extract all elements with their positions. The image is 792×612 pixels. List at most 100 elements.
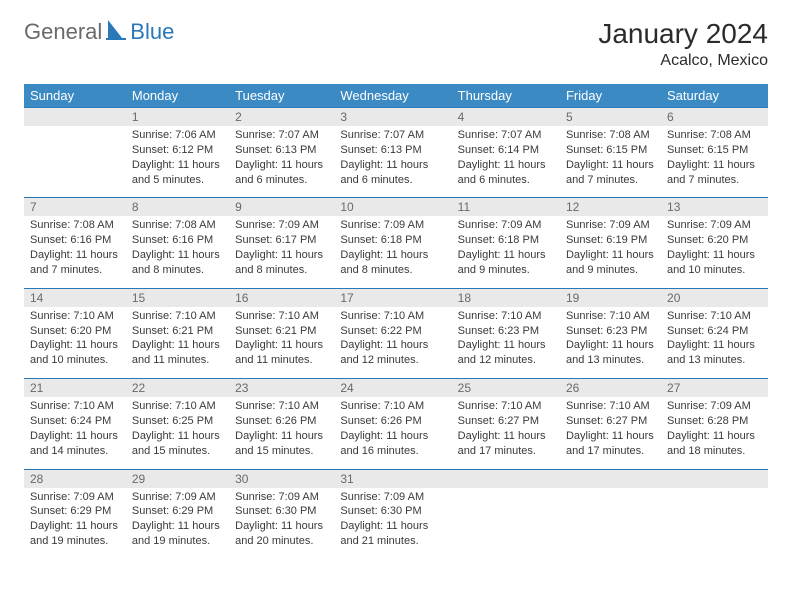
day-body-cell: Sunrise: 7:10 AMSunset: 6:24 PMDaylight:… <box>24 397 126 469</box>
day-body-cell <box>560 488 661 559</box>
day-number-cell: 31 <box>334 469 451 488</box>
day-number: 7 <box>24 198 126 216</box>
sunrise-line: Sunrise: 7:10 AM <box>235 309 328 324</box>
sunset-line: Sunset: 6:26 PM <box>235 414 328 429</box>
daylight-line: Daylight: 11 hours and 7 minutes. <box>30 248 120 278</box>
day-number-cell: 22 <box>126 379 229 398</box>
day-number: 15 <box>126 289 229 307</box>
weekday-header: Thursday <box>452 84 560 108</box>
sunrise-line: Sunrise: 7:07 AM <box>235 128 328 143</box>
sunrise-line: Sunrise: 7:07 AM <box>340 128 445 143</box>
day-number-cell: 26 <box>560 379 661 398</box>
sunrise-line: Sunrise: 7:09 AM <box>566 218 655 233</box>
daylight-line: Daylight: 11 hours and 15 minutes. <box>235 429 328 459</box>
daylight-line: Daylight: 11 hours and 20 minutes. <box>235 519 328 549</box>
weekday-header-row: SundayMondayTuesdayWednesdayThursdayFrid… <box>24 84 768 108</box>
sunrise-line: Sunrise: 7:10 AM <box>132 399 223 414</box>
sunset-line: Sunset: 6:16 PM <box>132 233 223 248</box>
day-number: 21 <box>24 379 126 397</box>
sunrise-line: Sunrise: 7:09 AM <box>132 490 223 505</box>
sunset-line: Sunset: 6:14 PM <box>458 143 554 158</box>
day-number-cell: 7 <box>24 198 126 217</box>
sunrise-line: Sunrise: 7:10 AM <box>340 399 445 414</box>
day-body-cell: Sunrise: 7:07 AMSunset: 6:13 PMDaylight:… <box>229 126 334 198</box>
day-body-cell: Sunrise: 7:08 AMSunset: 6:15 PMDaylight:… <box>661 126 768 198</box>
sunrise-line: Sunrise: 7:08 AM <box>30 218 120 233</box>
daynum-row: 21222324252627 <box>24 379 768 398</box>
day-number: 26 <box>560 379 661 397</box>
daylight-line: Daylight: 11 hours and 21 minutes. <box>340 519 445 549</box>
day-number-cell: 12 <box>560 198 661 217</box>
daylight-line: Daylight: 11 hours and 6 minutes. <box>235 158 328 188</box>
weekday-header: Friday <box>560 84 661 108</box>
daylight-line: Daylight: 11 hours and 17 minutes. <box>566 429 655 459</box>
daylight-line: Daylight: 11 hours and 7 minutes. <box>566 158 655 188</box>
day-number-cell: 29 <box>126 469 229 488</box>
sunset-line: Sunset: 6:20 PM <box>667 233 762 248</box>
day-number-cell: 17 <box>334 288 451 307</box>
day-body-cell: Sunrise: 7:09 AMSunset: 6:29 PMDaylight:… <box>126 488 229 559</box>
weekday-header: Monday <box>126 84 229 108</box>
day-number-cell: 6 <box>661 108 768 127</box>
daybody-row: Sunrise: 7:09 AMSunset: 6:29 PMDaylight:… <box>24 488 768 559</box>
daylight-line: Daylight: 11 hours and 5 minutes. <box>132 158 223 188</box>
day-body-cell: Sunrise: 7:10 AMSunset: 6:21 PMDaylight:… <box>229 307 334 379</box>
day-number: 14 <box>24 289 126 307</box>
daylight-line: Daylight: 11 hours and 10 minutes. <box>667 248 762 278</box>
sunrise-line: Sunrise: 7:09 AM <box>235 218 328 233</box>
day-number: 31 <box>334 470 451 488</box>
day-number: 24 <box>334 379 451 397</box>
sunrise-line: Sunrise: 7:10 AM <box>30 399 120 414</box>
day-body-cell: Sunrise: 7:09 AMSunset: 6:18 PMDaylight:… <box>452 216 560 288</box>
sunrise-line: Sunrise: 7:08 AM <box>667 128 762 143</box>
sunset-line: Sunset: 6:18 PM <box>458 233 554 248</box>
sunrise-line: Sunrise: 7:09 AM <box>340 490 445 505</box>
daylight-line: Daylight: 11 hours and 6 minutes. <box>340 158 445 188</box>
daylight-line: Daylight: 11 hours and 11 minutes. <box>132 338 223 368</box>
day-number: 6 <box>661 108 768 126</box>
day-body-cell: Sunrise: 7:07 AMSunset: 6:14 PMDaylight:… <box>452 126 560 198</box>
day-number: 19 <box>560 289 661 307</box>
sunset-line: Sunset: 6:29 PM <box>30 504 120 519</box>
day-body-cell: Sunrise: 7:10 AMSunset: 6:24 PMDaylight:… <box>661 307 768 379</box>
day-number: 9 <box>229 198 334 216</box>
day-body-cell: Sunrise: 7:09 AMSunset: 6:18 PMDaylight:… <box>334 216 451 288</box>
day-number: 29 <box>126 470 229 488</box>
day-number: 8 <box>126 198 229 216</box>
sunset-line: Sunset: 6:29 PM <box>132 504 223 519</box>
daylight-line: Daylight: 11 hours and 19 minutes. <box>30 519 120 549</box>
logo: General Blue <box>24 18 174 45</box>
daylight-line: Daylight: 11 hours and 17 minutes. <box>458 429 554 459</box>
daynum-row: 28293031 <box>24 469 768 488</box>
day-number: 22 <box>126 379 229 397</box>
day-body-cell <box>661 488 768 559</box>
day-body-cell: Sunrise: 7:10 AMSunset: 6:23 PMDaylight:… <box>452 307 560 379</box>
day-number: 28 <box>24 470 126 488</box>
day-body-cell: Sunrise: 7:10 AMSunset: 6:20 PMDaylight:… <box>24 307 126 379</box>
daybody-row: Sunrise: 7:06 AMSunset: 6:12 PMDaylight:… <box>24 126 768 198</box>
day-number-cell: 21 <box>24 379 126 398</box>
logo-text-general: General <box>24 19 102 45</box>
day-body-cell: Sunrise: 7:10 AMSunset: 6:27 PMDaylight:… <box>560 397 661 469</box>
weekday-header: Saturday <box>661 84 768 108</box>
sunrise-line: Sunrise: 7:10 AM <box>458 309 554 324</box>
day-number-cell <box>661 469 768 488</box>
sunset-line: Sunset: 6:24 PM <box>30 414 120 429</box>
sunset-line: Sunset: 6:21 PM <box>132 324 223 339</box>
day-number-cell: 8 <box>126 198 229 217</box>
day-body-cell: Sunrise: 7:09 AMSunset: 6:30 PMDaylight:… <box>229 488 334 559</box>
sunrise-line: Sunrise: 7:07 AM <box>458 128 554 143</box>
daylight-line: Daylight: 11 hours and 8 minutes. <box>132 248 223 278</box>
daybody-row: Sunrise: 7:10 AMSunset: 6:20 PMDaylight:… <box>24 307 768 379</box>
sunset-line: Sunset: 6:23 PM <box>458 324 554 339</box>
day-number-cell: 25 <box>452 379 560 398</box>
sunset-line: Sunset: 6:21 PM <box>235 324 328 339</box>
day-number-cell: 5 <box>560 108 661 127</box>
daylight-line: Daylight: 11 hours and 16 minutes. <box>340 429 445 459</box>
logo-sail-icon <box>106 18 126 45</box>
sunrise-line: Sunrise: 7:10 AM <box>132 309 223 324</box>
day-number: 3 <box>334 108 451 126</box>
day-number: 17 <box>334 289 451 307</box>
day-number: 18 <box>452 289 560 307</box>
sunset-line: Sunset: 6:15 PM <box>566 143 655 158</box>
